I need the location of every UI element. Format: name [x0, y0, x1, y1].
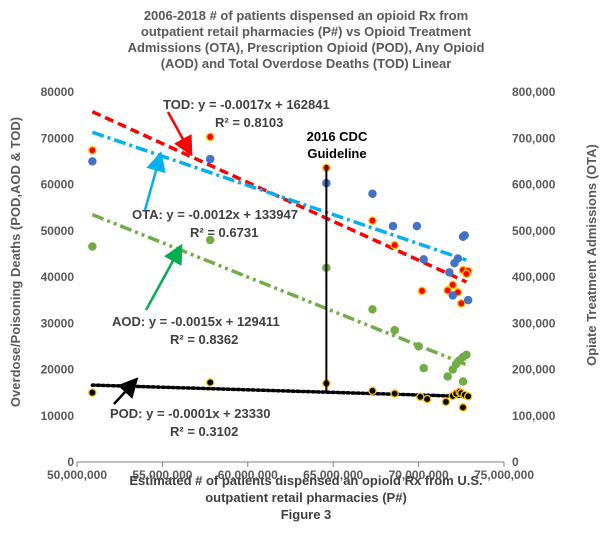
y-right-tick-label: 700,000: [512, 131, 556, 145]
pod-point: [368, 386, 377, 396]
pod-point: [463, 392, 473, 401]
ota-point: [460, 231, 469, 240]
ota-trendline: [91, 130, 467, 262]
y-left-tick-label: 60000: [41, 178, 75, 192]
pod-point: [422, 394, 432, 404]
tod-point: [417, 286, 427, 296]
y-axis-right-label: Opiate Treatment Admissions (OTA): [584, 144, 599, 366]
pod-callout-arrow: [113, 377, 139, 405]
tod-callout-arrow: [166, 111, 193, 157]
ota-point: [453, 254, 463, 263]
ota-point: [205, 154, 215, 164]
ota-point: [368, 189, 377, 198]
tod-equation: TOD: y = -0.0017x + 162841: [163, 97, 330, 112]
aod-point: [462, 350, 471, 359]
aod-point: [414, 342, 423, 351]
x-axis-label-line-2: outpatient retail pharmacies (P#): [205, 490, 407, 505]
y-left-tick-label: 20000: [41, 363, 75, 377]
tod-point: [368, 216, 377, 225]
ota-point: [412, 221, 422, 231]
y-left-tick-label: 70000: [41, 131, 75, 145]
y-left-tick-label: 0: [67, 455, 74, 469]
x-tick-label: 50,000,000: [47, 468, 107, 482]
ota-point: [445, 268, 454, 277]
figure-caption: Figure 3: [281, 507, 332, 522]
chart-title-line-2: outpatient retail pharmacies (P#) vs Opi…: [141, 24, 472, 39]
pod-point: [205, 378, 215, 387]
aod-point: [88, 242, 97, 251]
tod-point: [88, 146, 97, 155]
ota-callout-arrow: [143, 151, 166, 211]
y-left-tick-label: 30000: [41, 316, 75, 330]
x-tick-label: 55,000,000: [132, 468, 192, 482]
aod-point: [419, 363, 428, 373]
aod-callout-arrow: [144, 243, 183, 311]
tod-point: [205, 132, 215, 142]
tod-point: [443, 286, 452, 295]
ota-equation: OTA: y = -0.0012x + 133947: [132, 207, 298, 222]
aod-equation: AOD: y = -0.0015x + 129411: [112, 314, 280, 329]
trendlines-layer: [90, 110, 469, 399]
x-tick-label: 70,000,000: [389, 468, 449, 482]
ota-point: [388, 221, 398, 231]
tod-point: [457, 299, 466, 308]
chart-title-line-3: Admissions (OTA), Prescription Opioid (P…: [128, 40, 485, 55]
aod-point: [458, 377, 468, 386]
data-points-layer: [88, 132, 473, 412]
chart-title-line-1: 2006-2018 # of patients dispensed an opi…: [144, 8, 468, 23]
axes-layer: 50,000,000 55,000,000 60,000,000 65,000,000…: [41, 85, 556, 482]
x-tick-label: 75,000,000: [474, 468, 534, 482]
tod-point: [448, 280, 458, 290]
y-left-tick-label: 50000: [41, 224, 75, 238]
ota-point: [419, 255, 428, 264]
pod-point: [88, 388, 97, 397]
y-right-tick-label: 100,000: [512, 409, 556, 423]
aod-point: [443, 372, 452, 381]
aod-trendline: [91, 212, 468, 367]
tod-trendline: [91, 110, 468, 284]
x-axis-label-line-1: Estimated # of patients dispensed an opi…: [129, 473, 482, 488]
ota-point: [88, 157, 97, 166]
y-left-tick-label: 10000: [41, 409, 75, 423]
y-right-tick-label: 0: [512, 455, 519, 469]
pod-point: [458, 403, 468, 412]
ota-point: [448, 291, 458, 300]
pod-point: [416, 392, 425, 402]
y-right-tick-label: 800,000: [512, 85, 556, 99]
y-right-tick-label: 600,000: [512, 178, 556, 192]
chart-title-line-4: (AOD) and Total Overdose Deaths (TOD) Li…: [161, 56, 452, 71]
pod-r2: R² = 0.3102: [170, 424, 238, 439]
ota-point: [463, 295, 473, 305]
y-right-tick-label: 400,000: [512, 270, 556, 284]
cdc-guideline-label-line-1: 2016 CDC: [307, 129, 368, 144]
pod-trendline: [90, 383, 469, 399]
x-tick-label: 60,000,000: [218, 468, 278, 482]
cdc-guideline-label-line-2: Guideline: [307, 146, 366, 161]
aod-point: [205, 235, 215, 245]
pod-point: [390, 389, 399, 398]
tod-point: [462, 269, 471, 279]
pod-point: [441, 397, 451, 407]
pod-equation: POD: y = -0.0001x + 23330: [110, 406, 270, 421]
x-tick-label: 65,000,000: [303, 468, 363, 482]
y-left-tick-label: 40000: [41, 270, 75, 284]
tod-point: [390, 240, 399, 250]
tod-r2: R² = 0.8103: [215, 115, 283, 130]
y-right-tick-label: 500,000: [512, 224, 556, 238]
aod-point: [390, 325, 399, 335]
ota-r2: R² = 0.6731: [190, 225, 258, 240]
y-left-tick-label: 80000: [41, 85, 75, 99]
aod-r2: R² = 0.8362: [170, 332, 238, 347]
y-right-tick-label: 200,000: [512, 363, 556, 377]
y-right-tick-label: 300,000: [512, 316, 556, 330]
y-axis-left-label: Overdose/Poisoning Deaths (POD,AOD & TOD…: [8, 117, 23, 407]
aod-point: [368, 305, 377, 314]
